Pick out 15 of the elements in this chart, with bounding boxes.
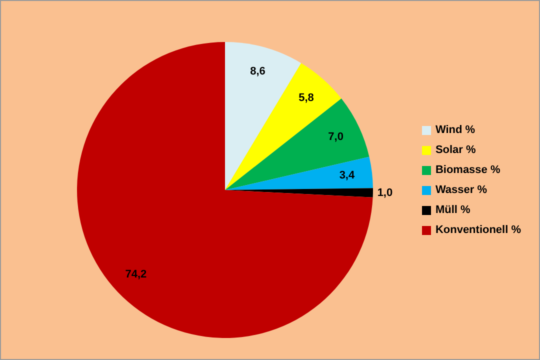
pie-slice bbox=[77, 42, 373, 338]
legend-label: Wasser % bbox=[435, 184, 487, 196]
legend-label: Solar % bbox=[435, 144, 476, 156]
legend-label: Müll % bbox=[435, 204, 470, 216]
data-label: 3,4 bbox=[339, 169, 356, 182]
data-label: 74,2 bbox=[125, 268, 147, 281]
data-label: 5,8 bbox=[298, 92, 314, 104]
pie-slice bbox=[225, 156, 373, 190]
data-label: 1,0 bbox=[377, 187, 393, 200]
legend-label: Konventionell % bbox=[435, 224, 521, 236]
data-label: 7,0 bbox=[328, 131, 344, 143]
legend-label: Wind % bbox=[435, 124, 476, 136]
legend-label: Biomasse % bbox=[435, 164, 500, 176]
data-label: 8,6 bbox=[250, 66, 266, 78]
pie-slice bbox=[225, 63, 342, 190]
